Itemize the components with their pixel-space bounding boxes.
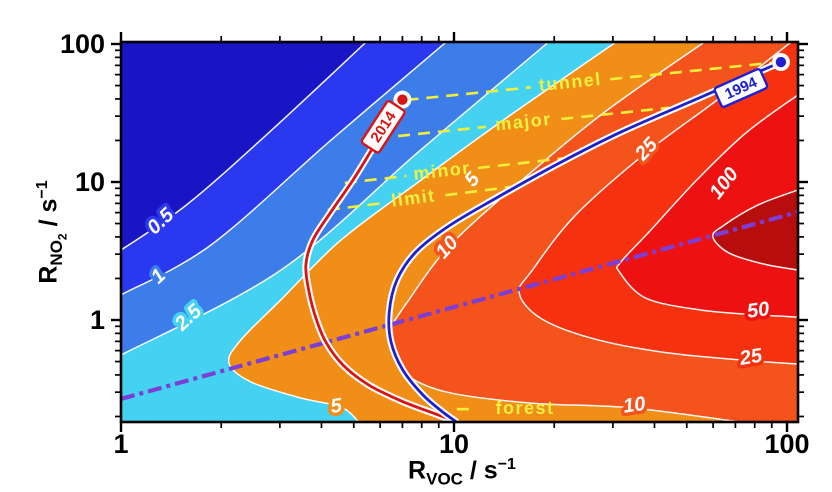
y-axis-subsubscript: 2 — [55, 233, 70, 241]
x-tick-label-100: 100 — [764, 429, 809, 459]
y-axis-subscript: NO2 — [47, 233, 70, 266]
ratio-line-limit-b — [445, 184, 519, 197]
contour-line-0.5 — [121, 42, 367, 251]
contour-line-50 — [616, 94, 798, 318]
ratio-line-major-b — [561, 106, 670, 121]
contour-label-50: 50 — [746, 298, 771, 323]
x-tick-label-1: 1 — [113, 429, 128, 459]
x-axis-unit: / s — [462, 456, 498, 485]
y-axis-exponent: −1 — [34, 180, 52, 199]
ratio-line-major-a — [378, 125, 486, 140]
x-axis-exponent: −1 — [497, 456, 516, 473]
trajectory-2014-dot — [397, 94, 408, 105]
contour-line-1 — [121, 42, 447, 296]
y-tick-label-10: 10 — [75, 167, 105, 197]
trajectory-2014-label-box — [360, 100, 406, 154]
contour-label-10: 10 — [622, 393, 647, 418]
ratio-label-forest: forest — [495, 398, 554, 418]
y-tick-label-100: 100 — [60, 29, 105, 59]
x-tick-label-10: 10 — [439, 429, 469, 459]
trajectory-1994 — [387, 60, 783, 422]
contour-line-5 — [227, 42, 617, 422]
y-axis-title: RNO2 / s−1 — [34, 180, 70, 283]
y-axis-unit: / s — [34, 198, 63, 234]
ratio-line-tunnel-b — [610, 60, 780, 81]
x-axis-subscript: VOC — [426, 469, 463, 489]
band-fill-gt-100 — [712, 189, 798, 271]
trajectory-1994-label-box — [713, 67, 769, 108]
trajectory-2014 — [304, 99, 457, 422]
x-axis-title: RVOC / s−1 — [408, 456, 516, 489]
plot-frame — [119, 40, 800, 424]
contour-label-25: 25 — [737, 344, 765, 370]
y-tick-label-1: 1 — [90, 305, 105, 335]
contour-line-100 — [711, 189, 798, 271]
y-axis-symbol: R — [34, 265, 63, 284]
plot-area: 0.512.5551010252550100tunnelmajorminorli… — [121, 42, 798, 422]
x-axis-symbol: R — [408, 456, 427, 485]
trajectory-1994-dot — [775, 56, 787, 68]
ridge-line — [121, 209, 798, 401]
ratio-line-tunnel-a — [406, 86, 531, 102]
ratio-line-minor-b — [477, 156, 567, 170]
